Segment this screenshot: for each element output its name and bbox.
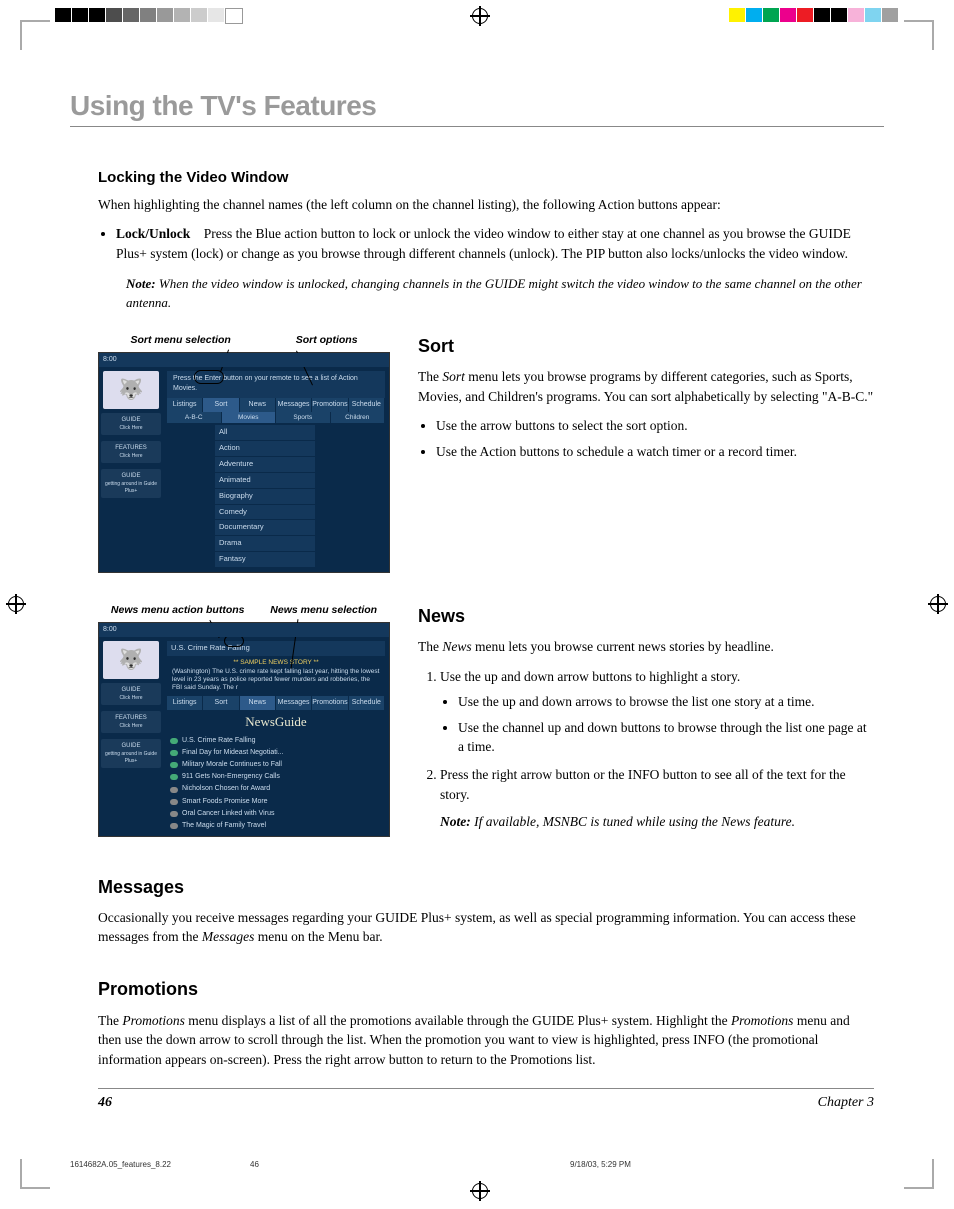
news-section: News menu action buttons News menu selec… (98, 603, 874, 844)
meta-date: 9/18/03, 5:29 PM (570, 1160, 631, 1169)
sort-side: 🐺 GUIDEClick Here FEATURESClick Here GUI… (99, 367, 163, 572)
news-brand: NewsGuide (167, 710, 385, 735)
title-rule (70, 126, 884, 127)
crop-mark-tr (904, 20, 934, 50)
sort-subtabs: A-B-CMoviesSportsChildren (167, 412, 385, 423)
heading-promotions: Promotions (98, 976, 874, 1002)
sort-thumb: 🐺 (103, 371, 159, 409)
news-sub-bullet: Use the channel up and down buttons to b… (458, 718, 874, 757)
sort-figure-labels: Sort menu selection Sort options (98, 333, 390, 348)
news-step-1: Use the up and down arrow buttons to hig… (440, 667, 874, 757)
news-steps: Use the up and down arrow buttons to hig… (418, 667, 874, 832)
news-side-box: FEATURESClick Here (101, 711, 161, 733)
heading-locking: Locking the Video Window (98, 167, 874, 189)
locking-note-text: When the video window is unlocked, chang… (126, 276, 862, 310)
meta-page: 46 (250, 1160, 570, 1169)
page-number: 46 (98, 1095, 112, 1111)
sort-figure-col: Sort menu selection Sort options 8:00 🐺 … (98, 333, 390, 573)
note-label: Note: (126, 276, 156, 291)
news-main: U.S. Crime Rate Falling ** SAMPLE NEWS S… (163, 637, 389, 836)
news-side-box: GUIDEClick Here (101, 683, 161, 705)
page: Using the TV's Features Locking the Vide… (0, 0, 954, 1209)
news-screenshot: 8:00 🐺 GUIDEClick Here FEATURESClick Her… (98, 622, 390, 837)
registration-target-right (930, 596, 946, 612)
sort-side-box: GUIDEClick Here (101, 413, 161, 435)
news-note-text: If available, MSNBC is tuned while using… (474, 814, 795, 829)
locking-bullets: Lock/Unlock Press the Blue action button… (98, 224, 874, 263)
news-para: The News menu lets you browse current ne… (418, 637, 874, 657)
registration-target-left (8, 596, 24, 612)
news-thumb: 🐺 (103, 641, 159, 679)
news-body-text: ** SAMPLE NEWS STORY ** (Washington) The… (167, 656, 385, 696)
news-label-left: News menu action buttons (111, 603, 245, 618)
locking-bullet-text: Press the Blue action button to lock or … (116, 226, 851, 261)
sort-side-box: GUIDEgetting around in Guide Plus+ (101, 469, 161, 498)
sort-tabs: ListingsSortNewsMessagesPromotionsSchedu… (167, 398, 385, 412)
news-text-col: News The News menu lets you browse curre… (418, 603, 874, 844)
sort-main: Press the Enter button on your remote to… (163, 367, 389, 572)
registration-target-top (472, 8, 488, 24)
sort-para: The Sort menu lets you browse programs b… (418, 367, 874, 406)
sort-text-col: Sort The Sort menu lets you browse progr… (418, 333, 874, 473)
sort-bullet: Use the Action buttons to schedule a wat… (436, 442, 874, 462)
locking-intro: When highlighting the channel names (the… (98, 195, 874, 215)
locking-bullet: Lock/Unlock Press the Blue action button… (116, 224, 874, 263)
chapter-title: Using the TV's Features (70, 90, 884, 122)
footer: 46 Chapter 3 (98, 1088, 874, 1111)
meta-line: 1614682A.05_features_8.22 46 9/18/03, 5:… (70, 1160, 884, 1169)
news-headline: U.S. Crime Rate Falling (167, 641, 385, 656)
locking-note: Note: When the video window is unlocked,… (126, 275, 874, 313)
registration-marks-top (0, 8, 954, 32)
sort-bullets: Use the arrow buttons to select the sort… (418, 416, 874, 461)
news-tabs: ListingsSortNewsMessagesPromotionsSchedu… (167, 696, 385, 710)
sort-section: Sort menu selection Sort options 8:00 🐺 … (98, 333, 874, 573)
registration-target-bottom (472, 1183, 488, 1199)
heading-news: News (418, 603, 874, 629)
news-side: 🐺 GUIDEClick Here FEATURESClick Here GUI… (99, 637, 163, 836)
news-note: Note: If available, MSNBC is tuned while… (440, 812, 874, 832)
promotions-para: The Promotions menu displays a list of a… (98, 1011, 874, 1070)
news-sub-bullets: Use the up and down arrows to browse the… (440, 692, 874, 757)
term-lock-unlock: Lock/Unlock (116, 226, 190, 241)
messages-para: Occasionally you receive messages regard… (98, 908, 874, 947)
registration-marks-bottom (0, 1181, 954, 1201)
news-side-box: GUIDEgetting around in Guide Plus+ (101, 739, 161, 768)
news-list: U.S. Crime Rate FallingFinal Day for Mid… (167, 735, 385, 832)
news-sub-bullet: Use the up and down arrows to browse the… (458, 692, 874, 712)
news-step-2: Press the right arrow button or the INFO… (440, 765, 874, 832)
sort-bullet: Use the arrow buttons to select the sort… (436, 416, 874, 436)
sort-label-right: Sort options (296, 333, 358, 348)
news-figure-labels: News menu action buttons News menu selec… (98, 603, 390, 618)
crop-mark-tl (20, 20, 50, 50)
news-label-right: News menu selection (270, 603, 377, 618)
heading-sort: Sort (418, 333, 874, 359)
heading-messages: Messages (98, 874, 874, 900)
news-figure-col: News menu action buttons News menu selec… (98, 603, 390, 837)
sort-screenshot: 8:00 🐺 GUIDEClick Here FEATURESClick Her… (98, 352, 390, 573)
content: Locking the Video Window When highlighti… (98, 167, 874, 1069)
note-label: Note: (440, 814, 471, 829)
sort-label-left: Sort menu selection (130, 333, 230, 348)
sort-side-box: FEATURESClick Here (101, 441, 161, 463)
sort-list: AllActionAdventureAnimatedBiographyComed… (215, 425, 315, 567)
chapter-label: Chapter 3 (818, 1095, 874, 1111)
meta-file: 1614682A.05_features_8.22 (70, 1160, 250, 1169)
